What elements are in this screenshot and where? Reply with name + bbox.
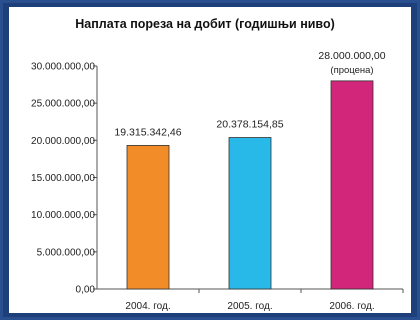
annotation-label: (процена) (330, 65, 373, 76)
y-tick-label: 0,00 (76, 285, 96, 296)
x-tick-label: 2006. год. (329, 301, 374, 312)
data-label: 28.000.000,00 (318, 50, 385, 62)
bar (330, 80, 374, 290)
chart-title: Наплата пореза на добит (годишњи ниво) (75, 17, 335, 31)
bar-chart: Наплата пореза на добит (годишњи ниво) 0… (31, 17, 404, 312)
y-tick-label: 5.000.000,00 (37, 247, 96, 258)
bar (126, 145, 170, 290)
y-tick-label: 25.000.000,00 (31, 99, 95, 110)
y-tick-label: 20.000.000,00 (31, 136, 95, 147)
y-tick-label: 30.000.000,00 (31, 62, 95, 73)
y-tick-label: 15.000.000,00 (31, 173, 95, 184)
chart-frame: Наплата пореза на добит (годишњи ниво) 0… (3, 3, 417, 317)
y-tick-label: 10.000.000,00 (31, 210, 95, 221)
bar (228, 137, 272, 290)
x-tick-label: 2004. год. (125, 301, 170, 312)
data-label: 20.378.154,85 (216, 119, 283, 131)
x-tick-label: 2005. год. (227, 301, 272, 312)
chart-panel: Наплата пореза на добит (годишњи ниво) 0… (9, 7, 411, 313)
data-label: 19.315.342,46 (114, 126, 181, 138)
